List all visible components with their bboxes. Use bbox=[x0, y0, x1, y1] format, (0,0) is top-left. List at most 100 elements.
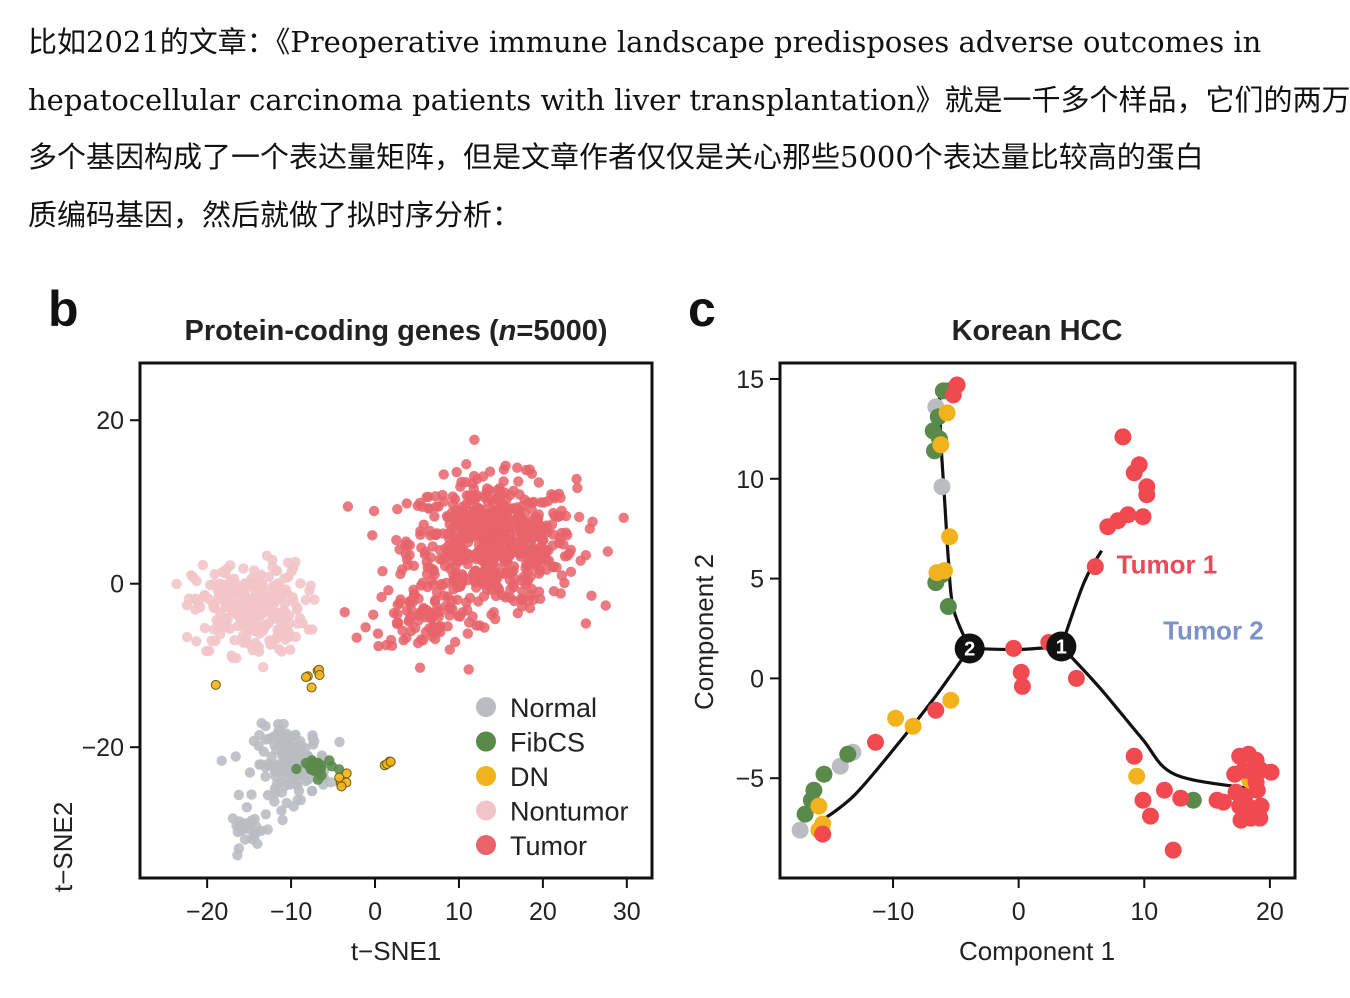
point-tumor bbox=[548, 561, 559, 572]
point-tumor bbox=[1012, 663, 1030, 681]
point-tumor bbox=[524, 517, 535, 529]
point-normal bbox=[241, 802, 253, 813]
point-tumor bbox=[486, 609, 497, 620]
point-tumor bbox=[400, 536, 412, 547]
point-nontumor bbox=[220, 568, 231, 579]
point-tumor bbox=[464, 592, 476, 604]
point-tumor bbox=[497, 531, 508, 542]
point-normal bbox=[293, 785, 305, 797]
point-tumor bbox=[548, 529, 559, 540]
point-tumor bbox=[447, 499, 459, 510]
point-nontumor bbox=[194, 602, 206, 613]
point-dn bbox=[887, 709, 905, 727]
point-tumor bbox=[420, 546, 431, 557]
point-nontumor bbox=[309, 594, 320, 605]
panel-c-y-tick-label: 5 bbox=[750, 566, 764, 594]
legend-swatch-fibcs bbox=[476, 731, 496, 752]
point-tumor bbox=[475, 568, 486, 579]
point-tumor bbox=[431, 501, 442, 512]
point-tumor bbox=[480, 559, 491, 570]
panel-b: b Protein-coding genes (n=5000) −20 −10 0 1… bbox=[48, 281, 654, 966]
legend-swatch-normal bbox=[476, 697, 496, 717]
point-tumor bbox=[814, 825, 832, 843]
point-nontumor bbox=[305, 580, 316, 591]
point-tumor bbox=[465, 495, 476, 506]
point-tumor bbox=[517, 537, 529, 548]
point-tumor bbox=[461, 459, 472, 470]
panel-c-y-tick-label: −5 bbox=[735, 765, 764, 793]
point-fibcs bbox=[312, 757, 324, 769]
point-nontumor bbox=[203, 594, 215, 605]
point-tumor bbox=[600, 600, 611, 611]
point-tumor bbox=[486, 494, 497, 505]
legend-swatch-dn bbox=[476, 766, 496, 786]
point-nontumor bbox=[201, 645, 212, 657]
point-nontumor bbox=[197, 559, 208, 571]
point-nontumor bbox=[284, 618, 295, 629]
panel-b-frame bbox=[138, 361, 654, 880]
point-tumor bbox=[373, 641, 384, 652]
panel-b-y-tick-label: −20 bbox=[82, 734, 124, 762]
point-tumor bbox=[420, 612, 431, 623]
point-dn bbox=[336, 781, 347, 792]
point-dn bbox=[942, 691, 960, 709]
point-fibcs bbox=[939, 598, 957, 615]
point-tumor bbox=[479, 622, 490, 633]
point-tumor bbox=[533, 477, 544, 488]
point-tumor bbox=[388, 607, 400, 619]
point-tumor bbox=[405, 611, 416, 622]
panel-c-letter: c bbox=[688, 281, 716, 337]
point-normal bbox=[260, 771, 271, 782]
point-dn bbox=[904, 717, 922, 735]
branch-node-label: 1 bbox=[1056, 636, 1067, 658]
point-tumor bbox=[498, 476, 509, 487]
point-dn bbox=[385, 756, 396, 767]
point-normal bbox=[256, 825, 267, 836]
point-tumor bbox=[435, 578, 447, 590]
point-tumor bbox=[429, 596, 441, 607]
point-tumor bbox=[504, 521, 516, 532]
point-tumor bbox=[1125, 464, 1143, 482]
point-dn bbox=[210, 679, 221, 690]
point-tumor bbox=[584, 523, 595, 534]
point-tumor bbox=[376, 591, 387, 603]
trajectory-branch bbox=[821, 647, 972, 822]
point-fibcs bbox=[815, 765, 833, 783]
legend-label-fibcs: FibCS bbox=[510, 728, 585, 758]
point-tumor bbox=[421, 492, 432, 503]
point-normal bbox=[241, 818, 252, 830]
point-normal bbox=[295, 794, 306, 806]
point-tumor bbox=[351, 632, 362, 643]
panel-c-x-tick-label: 20 bbox=[1256, 898, 1284, 926]
point-normal bbox=[270, 787, 281, 799]
point-tumor bbox=[512, 511, 523, 522]
point-tumor bbox=[464, 617, 475, 628]
point-nontumor bbox=[248, 565, 260, 576]
point-tumor bbox=[368, 609, 379, 620]
point-tumor bbox=[509, 573, 520, 584]
panel-c-annotations: Tumor 1 Tumor 2 bbox=[1117, 550, 1264, 646]
point-fibcs bbox=[796, 805, 814, 823]
point-dn bbox=[810, 797, 828, 815]
point-tumor bbox=[519, 494, 530, 505]
point-normal bbox=[249, 831, 260, 842]
point-nontumor bbox=[280, 607, 291, 618]
panel-b-letter: b bbox=[48, 281, 79, 337]
point-tumor bbox=[391, 618, 403, 630]
point-tumor bbox=[473, 539, 485, 550]
point-tumor bbox=[448, 575, 459, 586]
point-nontumor bbox=[232, 620, 243, 632]
point-nontumor bbox=[209, 578, 220, 590]
point-nontumor bbox=[229, 635, 240, 646]
point-tumor bbox=[463, 512, 474, 523]
point-normal bbox=[233, 789, 244, 801]
point-tumor bbox=[360, 622, 371, 633]
point-nontumor bbox=[263, 571, 275, 582]
point-fibcs bbox=[333, 764, 345, 775]
point-tumor bbox=[441, 511, 453, 522]
point-tumor bbox=[415, 634, 427, 645]
point-dn bbox=[306, 682, 317, 693]
point-nontumor bbox=[290, 631, 301, 643]
point-tumor bbox=[482, 520, 493, 531]
